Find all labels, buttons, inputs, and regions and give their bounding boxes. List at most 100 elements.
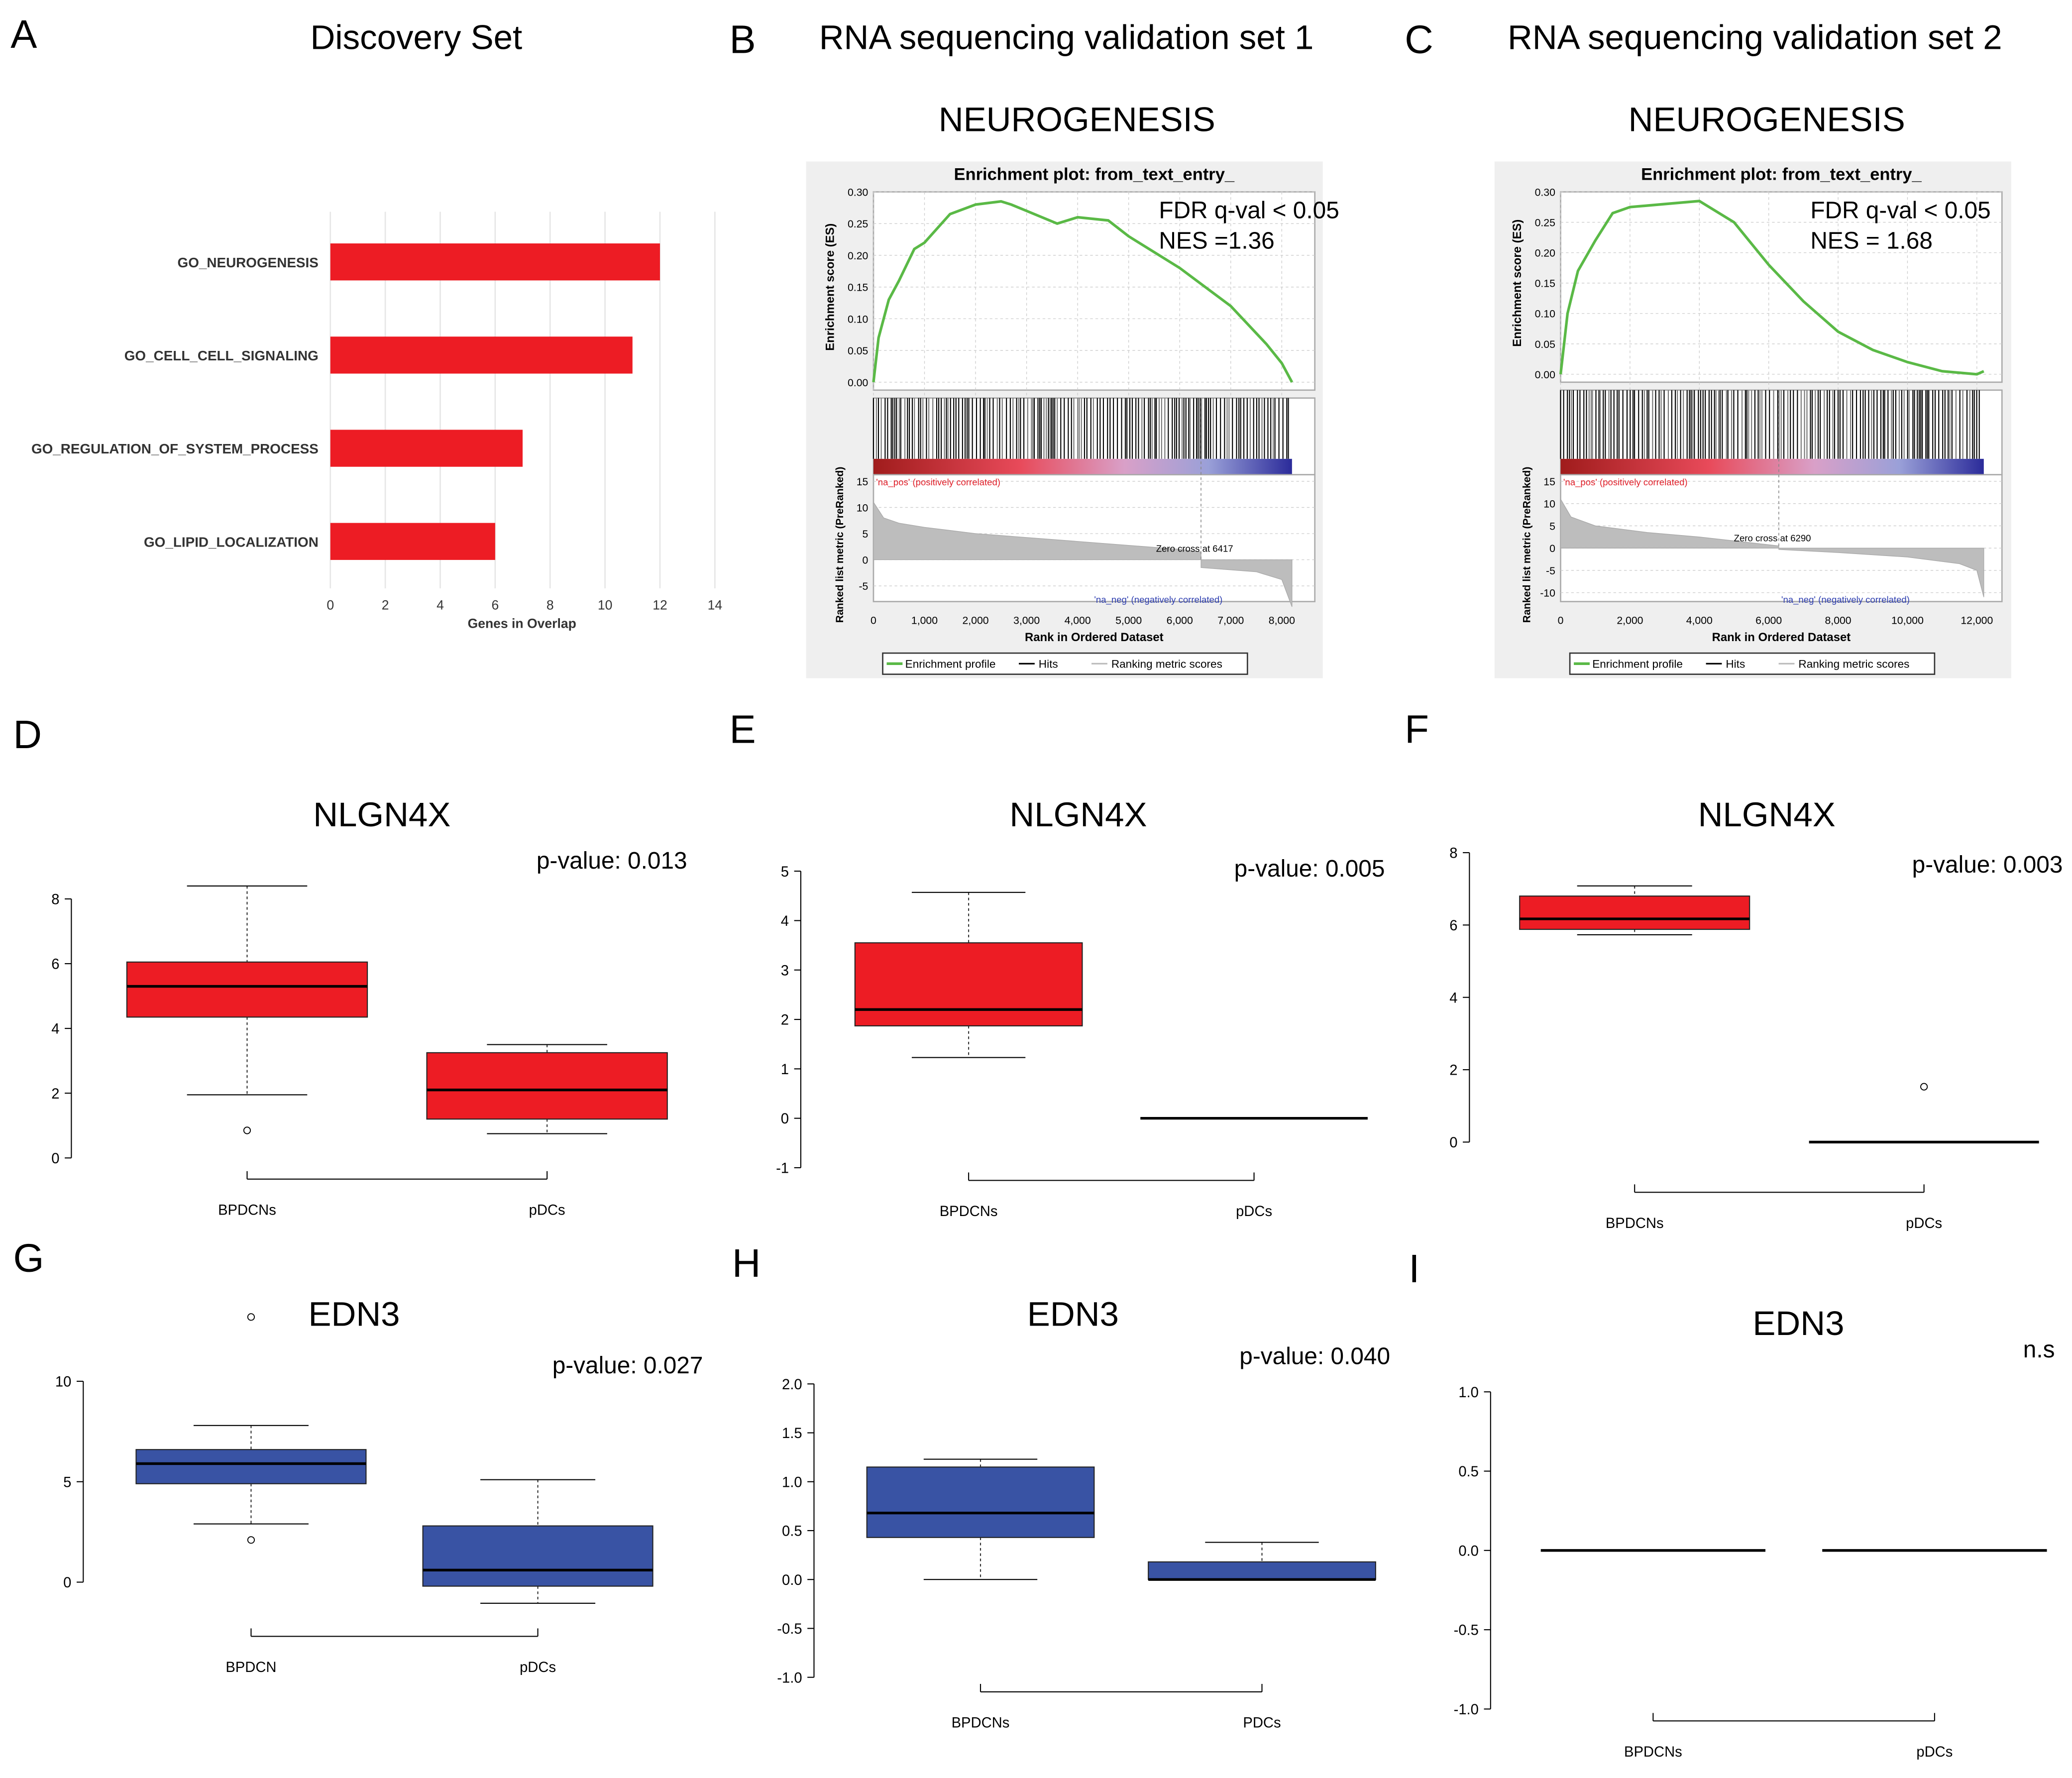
p-value-label: n.s xyxy=(2023,1336,2055,1363)
legend-label: Enrichment profile xyxy=(905,658,996,670)
box xyxy=(866,1466,1095,1538)
outlier-point xyxy=(1920,1083,1928,1091)
y-tick-label: 2 xyxy=(781,1012,789,1028)
rank-y-tick-label: -5 xyxy=(859,581,868,592)
negative-correlation-label: 'na_neg' (negatively correlated) xyxy=(1781,594,1910,605)
y-tick-label: 2.0 xyxy=(782,1377,802,1393)
outlier-point xyxy=(247,1313,255,1321)
y-tick-label: 6 xyxy=(51,957,59,973)
y-tick-label: 0.5 xyxy=(1458,1464,1479,1480)
negative-correlation-label: 'na_neg' (negatively correlated) xyxy=(1094,594,1222,605)
x-tick-label: 10 xyxy=(598,597,613,612)
x-tick-label: pDCs xyxy=(1906,1216,1942,1231)
x-tick-label: 4 xyxy=(436,597,444,612)
y-tick-label: 4 xyxy=(51,1021,59,1037)
chart-title: EDN3 xyxy=(1752,1304,1844,1342)
chart-title: EDN3 xyxy=(1027,1295,1119,1333)
rank-y-axis-label: Ranked list metric (PreRanked) xyxy=(834,467,846,623)
rank-y-tick-label: 0 xyxy=(1549,543,1555,555)
es-y-tick-label: 0.10 xyxy=(848,314,868,325)
es-y-tick-label: 0.15 xyxy=(1535,278,1555,290)
chart-title: RNA sequencing validation set 1 xyxy=(819,18,1314,57)
box xyxy=(135,1449,367,1484)
y-tick-label: 0.0 xyxy=(782,1572,802,1588)
x-tick-label: BPDCN xyxy=(225,1660,276,1675)
p-value-label: p-value: 0.005 xyxy=(1234,856,1385,882)
es-y-tick-label: 0.00 xyxy=(1535,369,1555,381)
x-tick-label: BPDCNs xyxy=(952,1715,1010,1731)
legend-label: Hits xyxy=(1039,658,1058,670)
rank-y-tick-label: 15 xyxy=(857,476,869,488)
category-label: GO_LIPID_LOCALIZATION xyxy=(144,534,319,550)
x-tick-label: pDCs xyxy=(529,1202,565,1218)
x-tick-label: 2,000 xyxy=(962,615,988,627)
y-tick-label: -0.5 xyxy=(777,1621,802,1637)
es-y-axis-label: Enrichment score (ES) xyxy=(1511,220,1524,347)
y-tick-label: 0 xyxy=(51,1151,59,1167)
x-tick-label: 2,000 xyxy=(1617,615,1643,627)
y-tick-label: 10 xyxy=(55,1374,71,1390)
legend-label: Ranking metric scores xyxy=(1111,658,1222,670)
y-tick-label: 1.5 xyxy=(782,1426,802,1442)
bar xyxy=(330,430,523,467)
rank-y-tick-label: 10 xyxy=(857,502,869,514)
chart-title: NLGN4X xyxy=(1009,795,1147,834)
y-tick-label: -1.0 xyxy=(1454,1702,1479,1718)
y-tick-label: 5 xyxy=(63,1474,71,1490)
x-tick-label: BPDCNs xyxy=(940,1204,998,1220)
y-tick-label: 5 xyxy=(781,864,789,880)
x-tick-label: 6,000 xyxy=(1755,615,1782,627)
es-y-tick-label: 0.25 xyxy=(848,219,868,230)
x-tick-label: BPDCNs xyxy=(218,1202,276,1218)
p-value-label: p-value: 0.027 xyxy=(552,1352,703,1379)
y-tick-label: 4 xyxy=(1449,990,1457,1006)
panel-label-e: E xyxy=(730,707,756,752)
y-tick-label: 4 xyxy=(781,913,789,929)
outlier-point xyxy=(247,1536,255,1544)
x-tick-label: BPDCNs xyxy=(1606,1216,1664,1231)
box xyxy=(1148,1561,1376,1580)
es-y-tick-label: 0.25 xyxy=(1535,218,1555,229)
plot-title: Enrichment plot: from_text_entry_ xyxy=(954,165,1235,184)
bar xyxy=(330,523,495,560)
es-y-tick-label: 0.00 xyxy=(848,377,868,389)
panel-label-h: H xyxy=(732,1241,761,1285)
box xyxy=(126,961,368,1018)
outlier-point xyxy=(243,1126,251,1134)
box xyxy=(426,1052,668,1120)
panel-label-a: A xyxy=(10,12,37,56)
box xyxy=(1519,895,1750,930)
category-label: GO_REGULATION_OF_SYSTEM_PROCESS xyxy=(31,441,319,456)
nes-annotation: NES =1.36 xyxy=(1159,228,1274,254)
p-value-label: p-value: 0.013 xyxy=(537,848,687,874)
chart-subtitle: NEUROGENESIS xyxy=(1629,100,1905,138)
panel-label-c: C xyxy=(1405,17,1433,62)
x-tick-label: 2 xyxy=(382,597,389,612)
x-tick-label: 8,000 xyxy=(1825,615,1852,627)
es-y-tick-label: 0.15 xyxy=(848,282,868,294)
positive-correlation-label: 'na_pos' (positively correlated) xyxy=(1563,477,1688,488)
chart-title: RNA sequencing validation set 2 xyxy=(1508,18,2002,57)
es-plot-area xyxy=(872,191,1316,391)
positive-correlation-label: 'na_pos' (positively correlated) xyxy=(876,477,1000,488)
x-tick-label: 10,000 xyxy=(1891,615,1924,627)
enrichment-profile-line xyxy=(872,200,1294,383)
rank-y-tick-label: 5 xyxy=(863,529,869,540)
y-tick-label: 2 xyxy=(51,1086,59,1102)
legend-label: Hits xyxy=(1726,658,1745,670)
x-tick-label: 5,000 xyxy=(1115,615,1142,627)
es-y-tick-label: 0.10 xyxy=(1535,309,1555,320)
x-tick-label: 6 xyxy=(491,597,499,612)
chart-title: NLGN4X xyxy=(1698,795,1836,834)
rank-y-tick-label: 10 xyxy=(1543,499,1555,510)
rank-y-tick-label: 5 xyxy=(1549,521,1555,532)
x-tick-label: pDCs xyxy=(1916,1744,1953,1760)
y-tick-label: 0.5 xyxy=(782,1524,802,1540)
x-tick-label: 4,000 xyxy=(1686,615,1713,627)
es-y-tick-label: 0.30 xyxy=(848,187,868,198)
es-y-tick-label: 0.05 xyxy=(1535,339,1555,350)
enrichment-profile-line xyxy=(1559,200,1984,376)
nes-annotation: NES = 1.68 xyxy=(1810,228,1933,254)
y-tick-label: 1 xyxy=(781,1062,789,1078)
